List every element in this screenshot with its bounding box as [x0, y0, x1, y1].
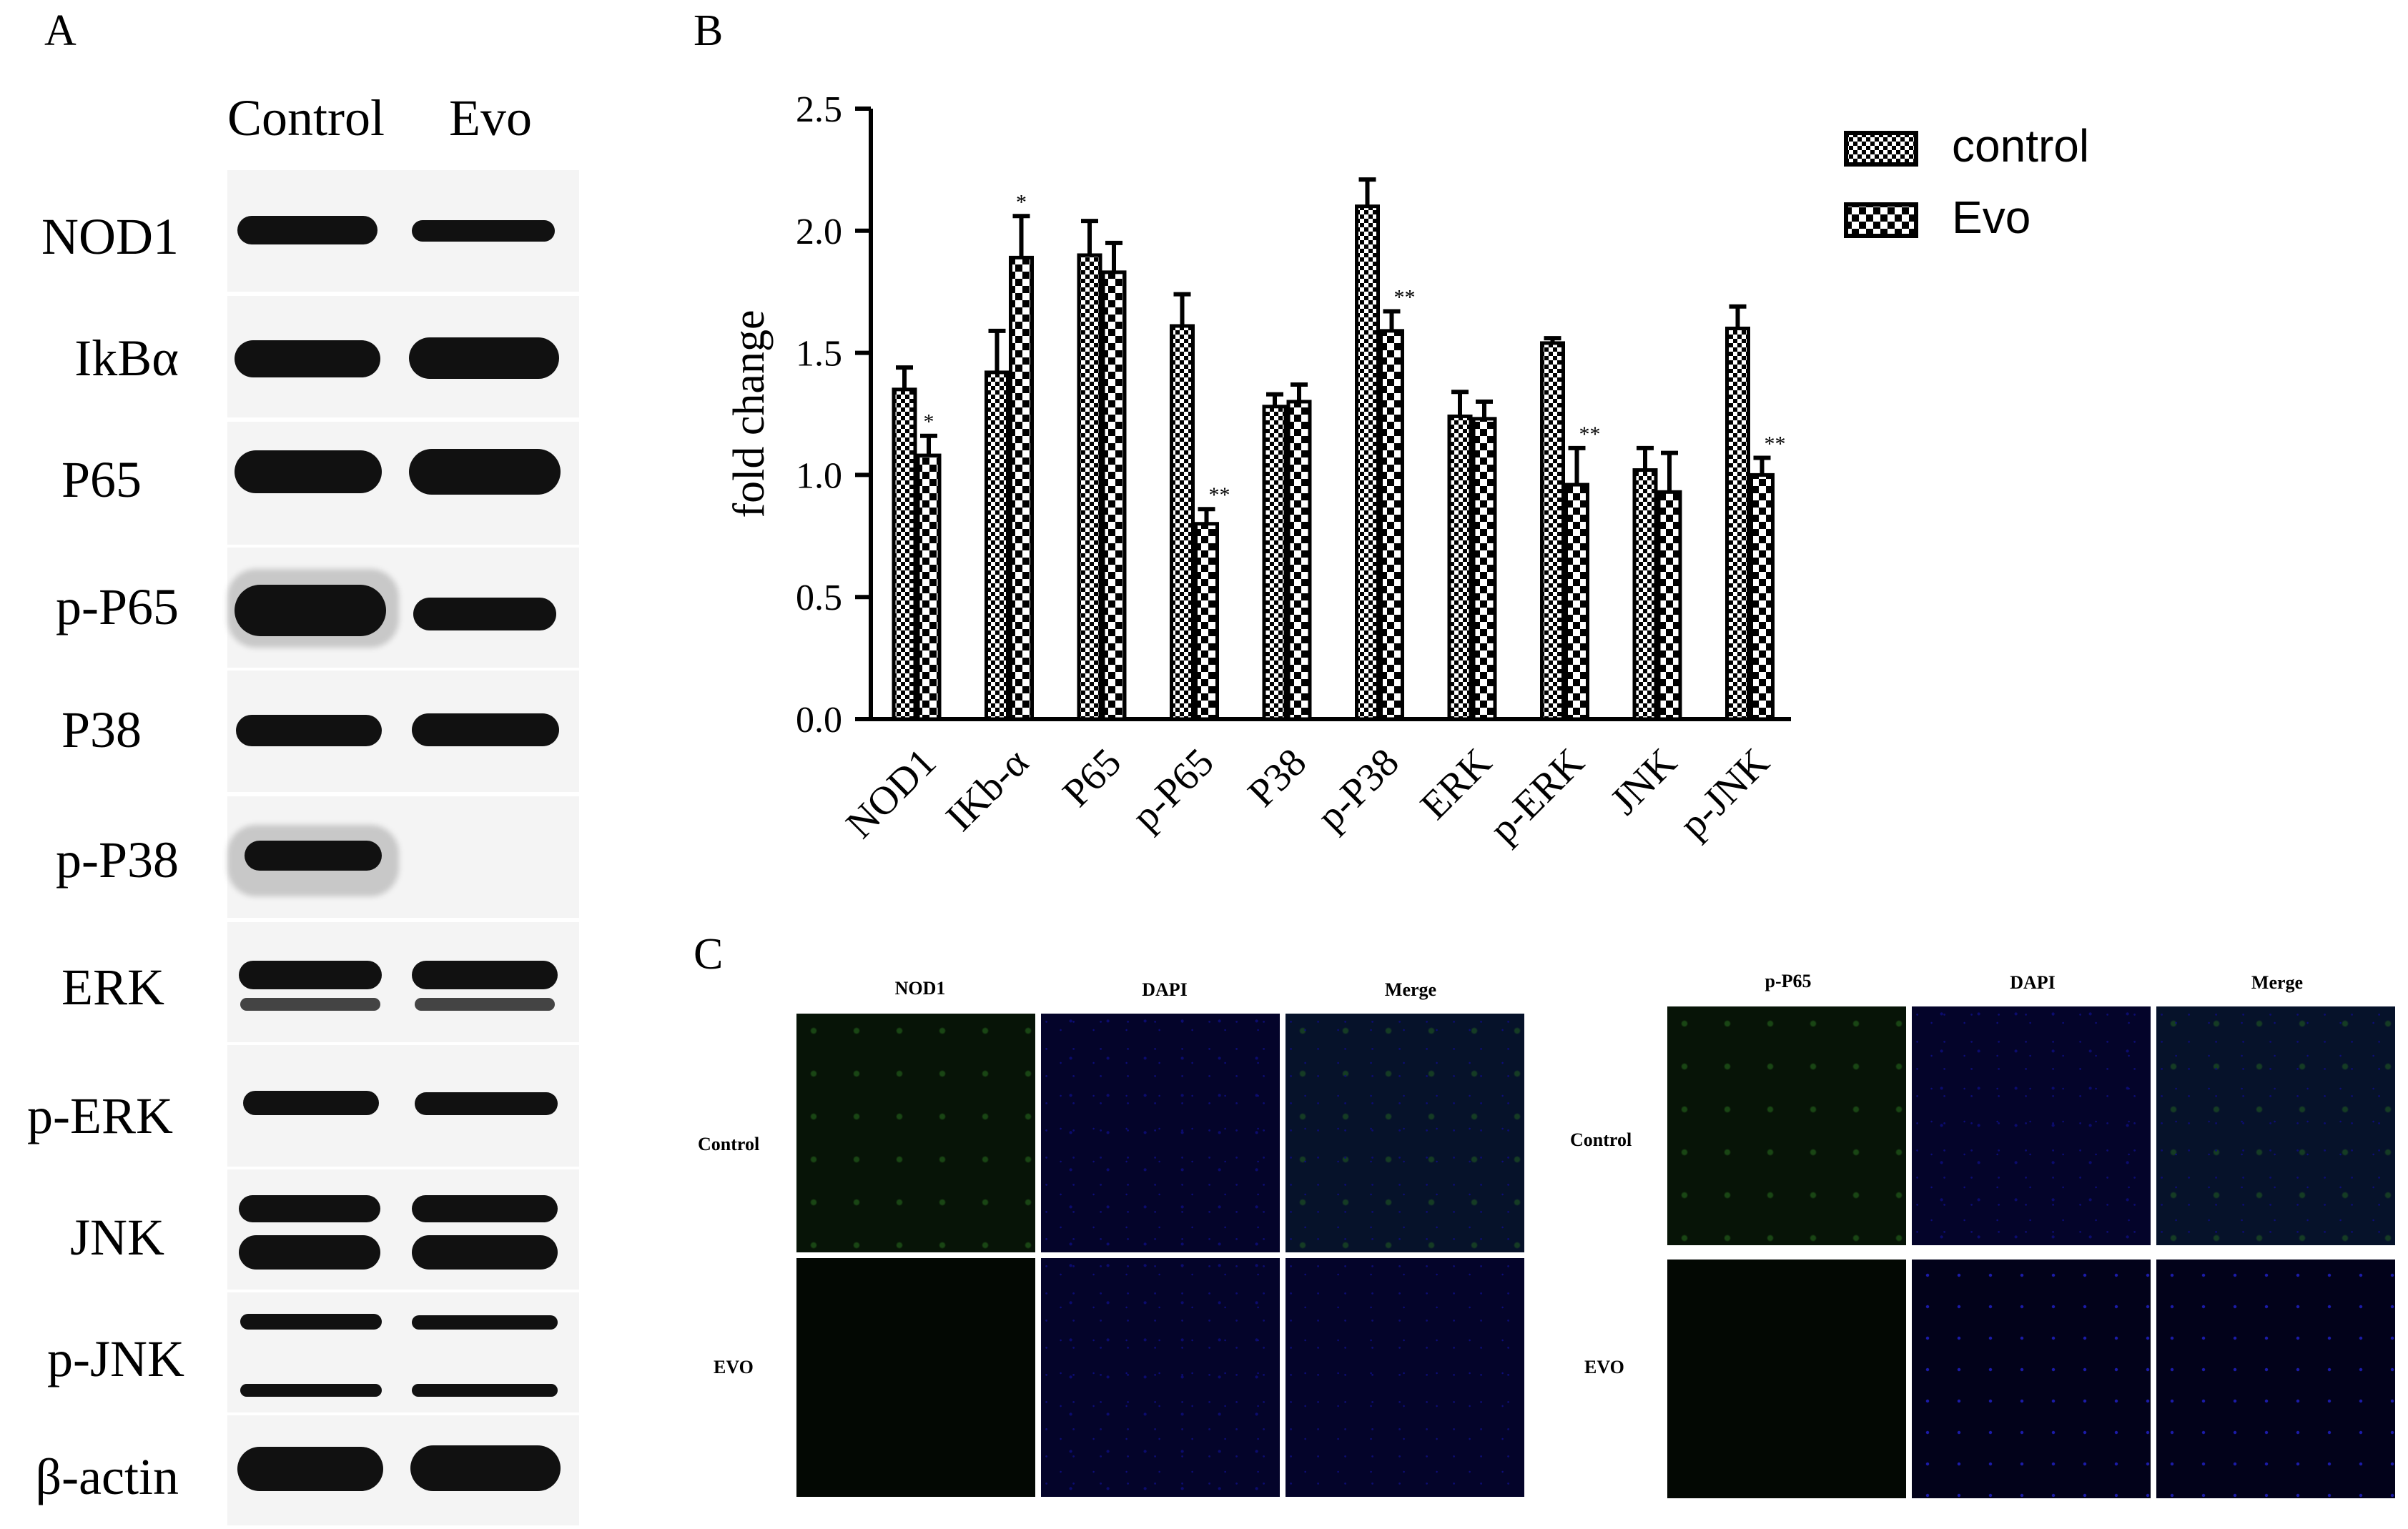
if-image-merge-control — [1286, 1014, 1524, 1252]
significance-marker: * — [924, 410, 934, 434]
if-col-label: Merge — [2251, 972, 2304, 993]
bar-control — [1447, 414, 1473, 721]
legend-label: control — [1952, 120, 2089, 172]
panel-label-b: B — [694, 6, 724, 55]
y-tick-label: 2.5 — [796, 89, 842, 130]
bar-control — [1540, 341, 1565, 721]
bar-control — [1262, 405, 1288, 721]
if-col-label: DAPI — [1142, 979, 1188, 1000]
bar-control — [1077, 253, 1102, 721]
y-axis-label: fold change — [725, 310, 774, 518]
legend-label: Evo — [1952, 192, 2030, 243]
wb-row-label: p-ERK — [27, 1087, 173, 1144]
bar-evo — [916, 453, 942, 721]
if-image-pp65-evo — [1667, 1260, 1906, 1498]
bar-control — [892, 387, 917, 721]
x-category-label: IKb-α — [937, 740, 1037, 839]
if-col-label: Merge — [1384, 979, 1437, 1000]
bar-evo — [1286, 400, 1312, 721]
bar-control — [1170, 324, 1195, 721]
x-category-label: NOD1 — [838, 740, 944, 846]
if-image-dapi-control-right — [1912, 1006, 2151, 1245]
wb-strip-ikba — [227, 296, 579, 417]
wb-strip-p65 — [227, 422, 579, 545]
if-row-label: EVO — [1584, 1357, 1624, 1377]
wb-strip-p-p65 — [227, 548, 579, 668]
x-category-label: p-ERK — [1481, 740, 1593, 851]
wb-strip-p38 — [227, 671, 579, 792]
bar-evo — [1009, 255, 1034, 721]
if-row-label: Control — [1570, 1129, 1632, 1150]
wb-strip-jnk — [227, 1169, 579, 1290]
x-category-label: p-P65 — [1123, 740, 1222, 838]
y-tick-label: 2.0 — [796, 212, 842, 252]
if-image-pp65-control — [1667, 1006, 1906, 1245]
bar-control — [985, 370, 1010, 721]
significance-marker: ** — [1765, 432, 1786, 455]
significance-marker: ** — [1394, 286, 1416, 310]
wb-strip-nod1 — [227, 170, 579, 292]
significance-marker: * — [1016, 190, 1027, 214]
if-image-dapi-evo — [1041, 1258, 1280, 1497]
bar-evo — [1101, 270, 1127, 721]
wb-strip-erk — [227, 922, 579, 1042]
x-category-label: P38 — [1240, 740, 1315, 815]
wb-row-label: p-JNK — [47, 1330, 184, 1387]
y-tick-label: 1.5 — [796, 334, 842, 375]
wb-row-label: P65 — [61, 451, 142, 508]
wb-strip-p-erk — [227, 1045, 579, 1167]
bar-evo — [1564, 483, 1589, 721]
y-tick-label: 1.0 — [796, 455, 842, 496]
wb-row-label: p-P65 — [55, 578, 179, 635]
wb-row-label: p-P38 — [55, 831, 179, 889]
panel-label-a: A — [44, 6, 77, 55]
x-category-label: p-P38 — [1308, 740, 1407, 838]
if-image-nod1-control — [796, 1014, 1035, 1252]
y-tick-label: 0.5 — [796, 578, 842, 618]
bar-evo — [1750, 472, 1775, 721]
wb-strip-p-p38 — [227, 796, 579, 918]
if-row-label: Control — [698, 1134, 760, 1154]
wb-column-evo: Evo — [449, 89, 532, 147]
if-image-dapi-evo-right — [1912, 1260, 2151, 1498]
wb-strip-p-jnk — [227, 1292, 579, 1412]
legend-swatch-control — [1844, 131, 1918, 167]
wb-row-label: ERK — [61, 959, 164, 1016]
fold-change-bar-chart: 0.0 0.5 1.0 1.5 2.0 2.5 fold change * NOD1 * IKb-α… — [725, 89, 2089, 851]
y-tick-label: 0.0 — [796, 700, 842, 741]
legend-swatch-evo — [1844, 202, 1918, 238]
bar-control — [1632, 468, 1658, 721]
if-image-dapi-control — [1041, 1014, 1280, 1252]
bar-evo — [1194, 522, 1219, 721]
wb-row-label: NOD1 — [41, 208, 179, 265]
bar-evo — [1471, 417, 1497, 721]
if-row-label: EVO — [714, 1357, 754, 1377]
wb-strip-beta-actin — [227, 1415, 579, 1525]
if-col-label: NOD1 — [894, 978, 946, 999]
x-category-label: JNK — [1602, 740, 1685, 823]
bar-control — [1355, 204, 1380, 721]
significance-marker: ** — [1209, 483, 1230, 507]
bar-evo — [1379, 329, 1404, 721]
bar-control — [1725, 326, 1750, 721]
bar-evo — [1657, 490, 1682, 721]
panel-label-c: C — [694, 930, 724, 979]
wb-row-label: β-actin — [35, 1448, 179, 1505]
wb-row-label: JNK — [69, 1209, 164, 1266]
if-image-merge-control-right — [2156, 1006, 2395, 1245]
if-image-merge-evo-right — [2156, 1260, 2395, 1498]
if-image-nod1-evo — [796, 1258, 1035, 1497]
if-col-label: p-P65 — [1765, 971, 1812, 991]
significance-marker: ** — [1579, 422, 1601, 446]
wb-row-label: P38 — [61, 701, 142, 758]
x-category-label: P65 — [1055, 740, 1130, 815]
if-col-label: DAPI — [2010, 972, 2056, 993]
wb-row-label: IkBα — [74, 330, 179, 387]
wb-column-control: Control — [227, 89, 385, 147]
if-image-merge-evo — [1286, 1258, 1524, 1497]
x-category-label: p-JNK — [1671, 740, 1777, 846]
